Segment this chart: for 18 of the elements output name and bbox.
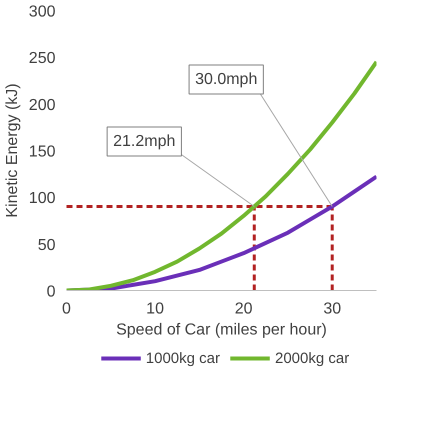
y-axis-title: Kinetic Energy (kJ)	[4, 83, 21, 218]
line-series	[66, 60, 376, 290]
legend-label: 1000kg car	[146, 350, 220, 366]
legend-label: 2000kg car	[275, 350, 350, 366]
x-tick-label: 0	[62, 300, 72, 318]
x-tick-label: 20	[234, 300, 253, 318]
x-tick-label: 10	[146, 300, 164, 318]
y-tick-label: 50	[38, 236, 56, 254]
y-tick-label: 250	[28, 50, 56, 68]
annotation: 30.0mph	[195, 71, 258, 88]
y-tick-label: 200	[28, 96, 56, 114]
y-tick-label: 100	[28, 190, 56, 208]
y-tick-label: 0	[46, 284, 56, 300]
x-tick-label: 30	[323, 300, 342, 318]
y-tick-label: 150	[28, 144, 56, 160]
annotation: 21.2mph	[113, 133, 176, 150]
y-tick-label: 300	[28, 4, 56, 20]
x-axis-title: Speed of Car (miles per hour)	[116, 322, 327, 338]
